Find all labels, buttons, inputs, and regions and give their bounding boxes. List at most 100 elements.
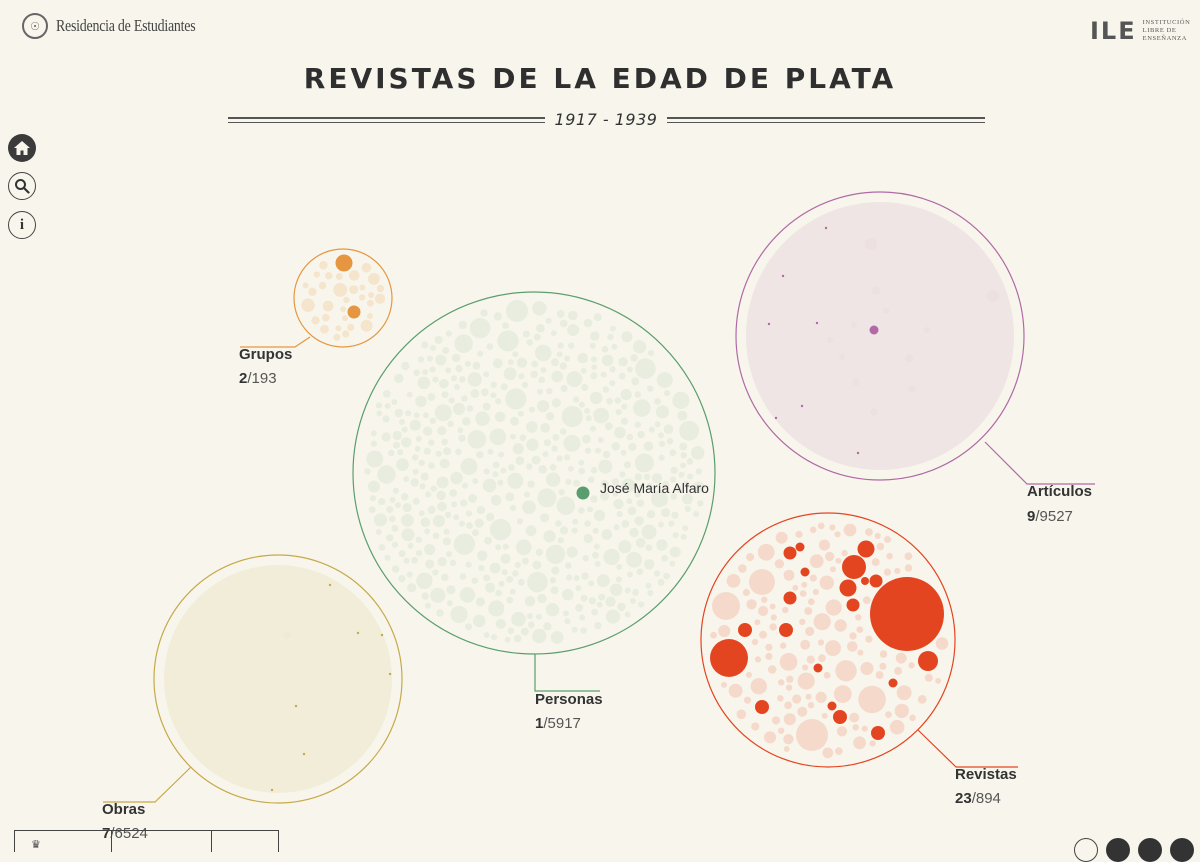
bubble[interactable] xyxy=(658,432,664,439)
highlighted-bubble[interactable] xyxy=(302,752,306,756)
bubble[interactable] xyxy=(375,402,383,409)
bubble[interactable] xyxy=(905,354,913,362)
bubble[interactable] xyxy=(477,350,484,357)
bubble[interactable] xyxy=(454,334,474,354)
highlighted-bubble[interactable] xyxy=(294,704,298,708)
bubble[interactable] xyxy=(538,465,547,474)
bubble[interactable] xyxy=(434,335,443,344)
bubble[interactable] xyxy=(540,513,550,523)
bubble[interactable] xyxy=(480,309,488,317)
bubble[interactable] xyxy=(647,385,654,392)
bubble[interactable] xyxy=(342,330,350,338)
bubble[interactable] xyxy=(805,626,815,637)
bubble[interactable] xyxy=(442,347,450,354)
highlighted-bubble[interactable] xyxy=(800,567,810,577)
bubble[interactable] xyxy=(526,463,533,470)
bubble[interactable] xyxy=(894,567,901,575)
residencia-logo[interactable]: ☉ Residencia de Estudiantes xyxy=(22,13,226,39)
bubble[interactable] xyxy=(472,614,486,628)
bubble[interactable] xyxy=(889,719,905,735)
bubble[interactable] xyxy=(415,549,423,557)
bubble[interactable] xyxy=(757,543,775,561)
bubble[interactable] xyxy=(509,588,516,595)
bubble[interactable] xyxy=(540,423,551,433)
bubble[interactable] xyxy=(855,614,862,621)
bubble[interactable] xyxy=(494,411,506,423)
highlighted-bubble[interactable] xyxy=(710,639,748,677)
bubble[interactable] xyxy=(635,537,646,548)
bubble[interactable] xyxy=(537,593,547,604)
bubble[interactable] xyxy=(435,450,442,457)
bubble[interactable] xyxy=(434,404,452,422)
bubble[interactable] xyxy=(439,378,449,389)
bubble[interactable] xyxy=(836,726,848,737)
bubble[interactable] xyxy=(313,271,320,278)
bubble[interactable] xyxy=(879,650,888,658)
bubble[interactable] xyxy=(668,520,675,527)
bubble[interactable] xyxy=(611,442,621,451)
bubble[interactable] xyxy=(359,284,366,291)
bubble[interactable] xyxy=(377,465,396,484)
bubble[interactable] xyxy=(935,637,949,650)
info-button[interactable]: i xyxy=(8,211,36,239)
highlighted-bubble[interactable] xyxy=(870,577,944,651)
bubble[interactable] xyxy=(453,514,460,521)
bubble[interactable] xyxy=(489,562,501,574)
bubble[interactable] xyxy=(551,445,558,452)
bubble[interactable] xyxy=(594,622,602,630)
bubble[interactable] xyxy=(778,679,785,686)
personas-cluster[interactable] xyxy=(352,291,716,655)
bubble[interactable] xyxy=(403,476,410,483)
bubble[interactable] xyxy=(821,712,828,719)
bubble[interactable] xyxy=(559,319,568,328)
bubble[interactable] xyxy=(645,544,653,552)
bubble[interactable] xyxy=(601,346,609,353)
bubble[interactable] xyxy=(572,396,580,403)
highlighted-person-label[interactable]: José María Alfaro xyxy=(600,480,709,496)
bubble[interactable] xyxy=(417,376,431,390)
bubble[interactable] xyxy=(718,624,731,638)
bubble[interactable] xyxy=(663,390,671,397)
bubble[interactable] xyxy=(783,569,795,581)
bubble[interactable] xyxy=(587,476,595,484)
highlighted-bubble[interactable] xyxy=(842,555,866,579)
bubble[interactable] xyxy=(583,534,593,544)
bubble[interactable] xyxy=(680,533,687,540)
bubble[interactable] xyxy=(514,561,521,569)
highlighted-bubble[interactable] xyxy=(888,678,898,688)
bubble[interactable] xyxy=(478,564,485,572)
bubble[interactable] xyxy=(750,678,767,695)
bubble[interactable] xyxy=(466,405,474,412)
bubble[interactable] xyxy=(645,582,652,589)
bubble[interactable] xyxy=(392,430,402,441)
bubble[interactable] xyxy=(360,319,373,332)
bubble[interactable] xyxy=(618,372,626,380)
bubble[interactable] xyxy=(728,683,743,698)
bubble[interactable] xyxy=(525,525,537,537)
bubble[interactable] xyxy=(615,408,622,416)
bubble[interactable] xyxy=(849,712,860,723)
personas-label[interactable]: Personas xyxy=(535,691,603,708)
bubble[interactable] xyxy=(465,561,472,568)
bubble[interactable] xyxy=(445,330,452,337)
bubble[interactable] xyxy=(580,594,588,602)
bubble[interactable] xyxy=(368,273,380,285)
highlighted-bubble[interactable] xyxy=(861,577,869,585)
bubble[interactable] xyxy=(598,459,613,474)
bubble[interactable] xyxy=(564,618,571,625)
bubble[interactable] xyxy=(818,539,831,551)
bubble[interactable] xyxy=(618,540,632,554)
bubble[interactable] xyxy=(834,619,847,632)
bubble[interactable] xyxy=(462,482,468,489)
highlighted-bubble[interactable] xyxy=(347,305,361,319)
bubble[interactable] xyxy=(624,587,631,594)
bubble[interactable] xyxy=(800,639,811,650)
bubble[interactable] xyxy=(883,568,892,576)
bubble[interactable] xyxy=(646,482,653,489)
bubble[interactable] xyxy=(769,623,777,631)
bubble[interactable] xyxy=(432,376,439,383)
revistas-label[interactable]: Revistas xyxy=(955,766,1017,783)
bubble[interactable] xyxy=(651,473,663,484)
bubble[interactable] xyxy=(506,575,514,583)
highlighted-bubble[interactable] xyxy=(783,591,797,605)
